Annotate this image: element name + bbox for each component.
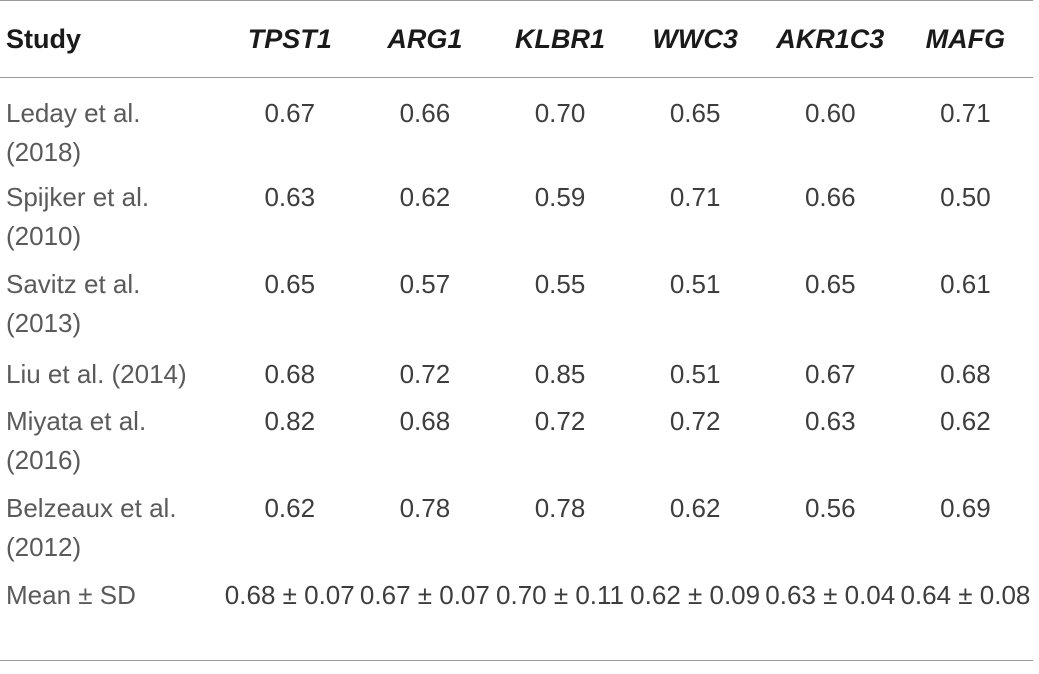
column-header-klbr1: KLBR1 <box>492 0 628 78</box>
value-cell: 0.71 <box>669 182 721 212</box>
value-cell: 0.72 <box>669 406 721 436</box>
study-cell: Spijker et al. (2010) <box>6 182 150 251</box>
table-row: Belzeaux et al. (2012) 0.62 0.78 0.78 0.… <box>0 489 1033 576</box>
summary-value-cell: 0.70 ± 0.11 <box>492 576 628 661</box>
value-cell: 0.69 <box>940 493 991 523</box>
table-header-row: Study TPST1 ARG1 KLBR1 WWC3 AKR1C3 MAFG <box>0 0 1033 78</box>
summary-value-cell: 0.68 ± 0.07 <box>222 576 358 661</box>
value-cell: 0.50 <box>940 182 991 212</box>
value-cell: 0.57 <box>399 269 451 299</box>
value-cell: 0.85 <box>534 359 586 389</box>
value-cell: 0.51 <box>669 269 721 299</box>
value-cell: 0.72 <box>534 406 586 436</box>
study-cell: Leday et al. (2018) <box>6 98 141 167</box>
value-cell: 0.65 <box>669 98 721 128</box>
column-header-akr1c3: AKR1C3 <box>762 0 898 78</box>
results-table: Study TPST1 ARG1 KLBR1 WWC3 AKR1C3 MAFG … <box>0 0 1033 661</box>
value-cell: 0.62 <box>399 182 451 212</box>
value-cell: 0.65 <box>264 269 316 299</box>
value-cell: 0.67 <box>804 359 856 389</box>
table-row: Miyata et al. (2016) 0.82 0.68 0.72 0.72… <box>0 402 1033 489</box>
value-cell: 0.72 <box>399 359 451 389</box>
study-cell: Liu et al. (2014) <box>6 359 187 389</box>
column-header-study: Study <box>0 0 223 78</box>
value-cell: 0.51 <box>669 359 721 389</box>
value-cell: 0.55 <box>534 269 586 299</box>
study-cell: Savitz et al. (2013) <box>6 269 141 338</box>
summary-row: Mean ± SD 0.68 ± 0.07 0.67 ± 0.07 0.70 ±… <box>0 576 1033 661</box>
value-cell: 0.70 <box>534 98 586 128</box>
value-cell: 0.78 <box>534 493 586 523</box>
value-cell: 0.62 <box>669 493 721 523</box>
table-row: Leday et al. (2018) 0.67 0.66 0.70 0.65 … <box>0 78 1033 179</box>
value-cell: 0.68 <box>399 406 451 436</box>
value-cell: 0.62 <box>940 406 991 436</box>
value-cell: 0.63 <box>264 182 316 212</box>
summary-value-cell: 0.63 ± 0.04 <box>762 576 898 661</box>
table-row: Spijker et al. (2010) 0.63 0.62 0.59 0.7… <box>0 178 1033 265</box>
table-row: Liu et al. (2014) 0.68 0.72 0.85 0.51 0.… <box>0 352 1033 402</box>
column-header-mafg: MAFG <box>897 0 1033 78</box>
column-header-wwc3: WWC3 <box>627 0 763 78</box>
value-cell: 0.61 <box>940 269 991 299</box>
value-cell: 0.82 <box>264 406 316 436</box>
value-cell: 0.66 <box>399 98 451 128</box>
summary-value-cell: 0.62 ± 0.09 <box>627 576 763 661</box>
summary-label-cell: Mean ± SD <box>0 576 223 661</box>
value-cell: 0.59 <box>534 182 586 212</box>
summary-value-cell: 0.67 ± 0.07 <box>357 576 493 661</box>
value-cell: 0.71 <box>940 98 991 128</box>
table-row: Savitz et al. (2013) 0.65 0.57 0.55 0.51… <box>0 265 1033 352</box>
column-header-arg1: ARG1 <box>357 0 493 78</box>
value-cell: 0.68 <box>940 359 991 389</box>
summary-value-cell: 0.64 ± 0.08 <box>897 576 1033 661</box>
study-cell: Belzeaux et al. (2012) <box>6 493 177 562</box>
value-cell: 0.78 <box>399 493 451 523</box>
value-cell: 0.67 <box>264 98 316 128</box>
value-cell: 0.66 <box>804 182 856 212</box>
value-cell: 0.56 <box>804 493 856 523</box>
column-header-tpst1: TPST1 <box>222 0 358 78</box>
study-cell: Miyata et al. (2016) <box>6 406 147 475</box>
value-cell: 0.68 <box>264 359 316 389</box>
value-cell: 0.60 <box>804 98 856 128</box>
value-cell: 0.63 <box>804 406 856 436</box>
value-cell: 0.65 <box>804 269 856 299</box>
value-cell: 0.62 <box>264 493 316 523</box>
